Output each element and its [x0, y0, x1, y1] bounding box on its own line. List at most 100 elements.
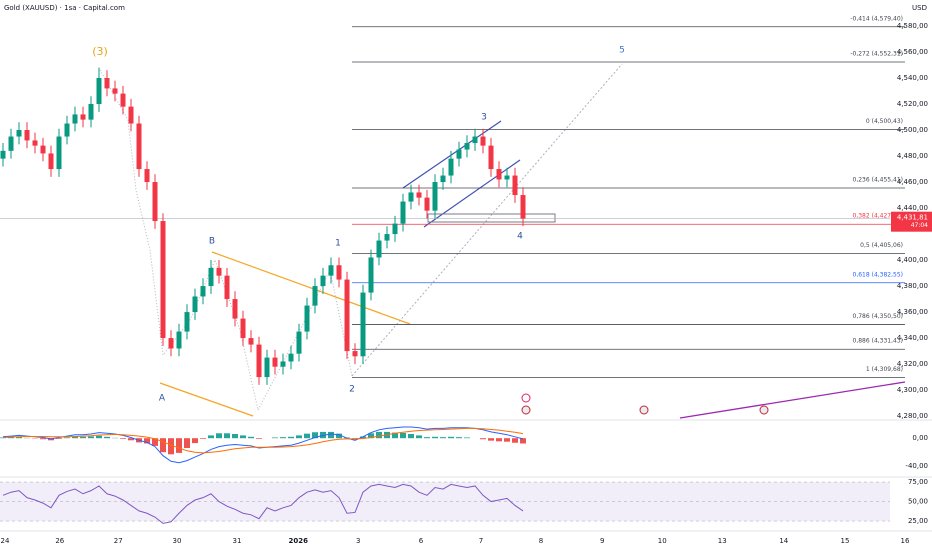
fib-label: 0,236 (4,455,41) [853, 177, 903, 184]
macd-histogram-bar [408, 434, 414, 438]
candle-body [137, 124, 142, 170]
candle-body [385, 234, 390, 241]
fib-label: 0 (4,500,43) [866, 118, 903, 125]
wave-label: 4 [517, 232, 523, 242]
macd-histogram-bar [432, 437, 438, 438]
candle-body [89, 104, 94, 120]
candle-body [1, 151, 6, 159]
candle-body [233, 299, 238, 319]
candle-body [273, 358, 278, 367]
candle-body [57, 137, 62, 170]
x-tick-label: 31 [233, 537, 242, 545]
candle-body [225, 276, 230, 299]
candle-body [329, 265, 334, 275]
candle-body [465, 143, 470, 150]
macd-histogram-bar [288, 437, 294, 438]
currency-label: USD [912, 4, 927, 12]
candle-body [65, 124, 70, 137]
macd-histogram-bar [280, 437, 286, 438]
x-tick-label: 30 [173, 537, 182, 545]
event-icon[interactable] [640, 406, 648, 414]
candle-body [289, 354, 294, 362]
candle-body [353, 351, 358, 356]
macd-histogram-bar [328, 432, 334, 438]
macd-histogram-bar [424, 437, 430, 438]
macd-histogram-bar [216, 433, 222, 438]
fib-label: 0,618 (4,382,55) [853, 271, 903, 278]
candle-body [441, 176, 446, 183]
macd-histogram-bar [192, 438, 198, 443]
y-tick-label: 4,280,00 [897, 412, 928, 420]
candle-body [481, 137, 486, 146]
x-tick-label: 2026 [288, 537, 308, 545]
wave-label: (3) [92, 45, 108, 58]
y-tick-label: 4,480,00 [897, 152, 928, 160]
x-tick-label: 13 [718, 537, 727, 545]
macd-histogram-bar [208, 435, 214, 438]
candle-body [321, 276, 326, 286]
macd-histogram-bar [64, 438, 70, 439]
candle-body [401, 202, 406, 224]
x-tick-label: 26 [55, 537, 64, 545]
candle-body [409, 192, 414, 201]
x-tick-label: 14 [779, 537, 788, 545]
wave-label: B [209, 237, 215, 247]
y-tick-label: 4,300,00 [897, 386, 928, 394]
fib-label: 1 (4,309,68) [866, 366, 903, 373]
candle-body [9, 137, 14, 151]
macd-histogram-bar [464, 438, 470, 439]
wave-label: 5 [619, 46, 625, 56]
macd-histogram-bar [440, 437, 446, 438]
macd-histogram-bar [480, 438, 486, 439]
candle-body [473, 137, 478, 144]
macd-histogram-bar [400, 433, 406, 438]
candle-body [129, 107, 134, 124]
macd-histogram-bar [248, 437, 254, 438]
y-tick-label: 4,400,00 [897, 256, 928, 264]
y-tick-label: 25,00 [908, 517, 928, 525]
x-tick-label: 15 [841, 537, 850, 545]
y-tick-label: 4,540,00 [897, 74, 928, 82]
candle-body [257, 345, 262, 378]
candle-body [377, 241, 382, 258]
event-icon[interactable] [522, 406, 530, 414]
candle-body [241, 319, 246, 339]
candle-body [113, 88, 118, 93]
candle-body [265, 358, 270, 378]
macd-histogram-bar [272, 438, 278, 439]
candle-body [73, 114, 78, 123]
candle-body [97, 78, 102, 104]
fib-label: -0,272 (4,552,31) [850, 51, 903, 58]
fib-label: 0,886 (4,331,43) [853, 338, 903, 345]
y-tick-label: 4,520,00 [897, 100, 928, 108]
event-icon[interactable] [760, 406, 768, 414]
x-tick-label: 24 [1, 537, 10, 545]
candle-body [337, 265, 342, 279]
x-tick-label: 6 [419, 537, 424, 545]
candle-body [521, 195, 526, 218]
candle-body [361, 293, 366, 357]
x-tick-label: 10 [658, 537, 667, 545]
macd-histogram-bar [104, 437, 110, 438]
macd-histogram-bar [232, 434, 238, 438]
candle-body [417, 192, 422, 197]
candle-body [433, 182, 438, 211]
candle-body [305, 306, 310, 332]
macd-histogram-bar [184, 438, 190, 448]
macd-histogram-bar [488, 438, 494, 440]
macd-histogram-bar [88, 436, 94, 438]
y-tick-label: 4,500,00 [897, 126, 928, 134]
candle-body [161, 221, 166, 338]
candle-body [49, 153, 54, 169]
candle-body [153, 182, 158, 221]
candle-body [457, 150, 462, 159]
y-tick-label: 4,580,00 [897, 22, 928, 30]
wave-label: 3 [481, 113, 487, 123]
macd-histogram-bar [304, 434, 310, 439]
macd-histogram-bar [120, 438, 126, 439]
macd-histogram-bar [80, 437, 86, 438]
candle-body [33, 140, 38, 145]
y-tick-label: 0,00 [912, 434, 928, 442]
